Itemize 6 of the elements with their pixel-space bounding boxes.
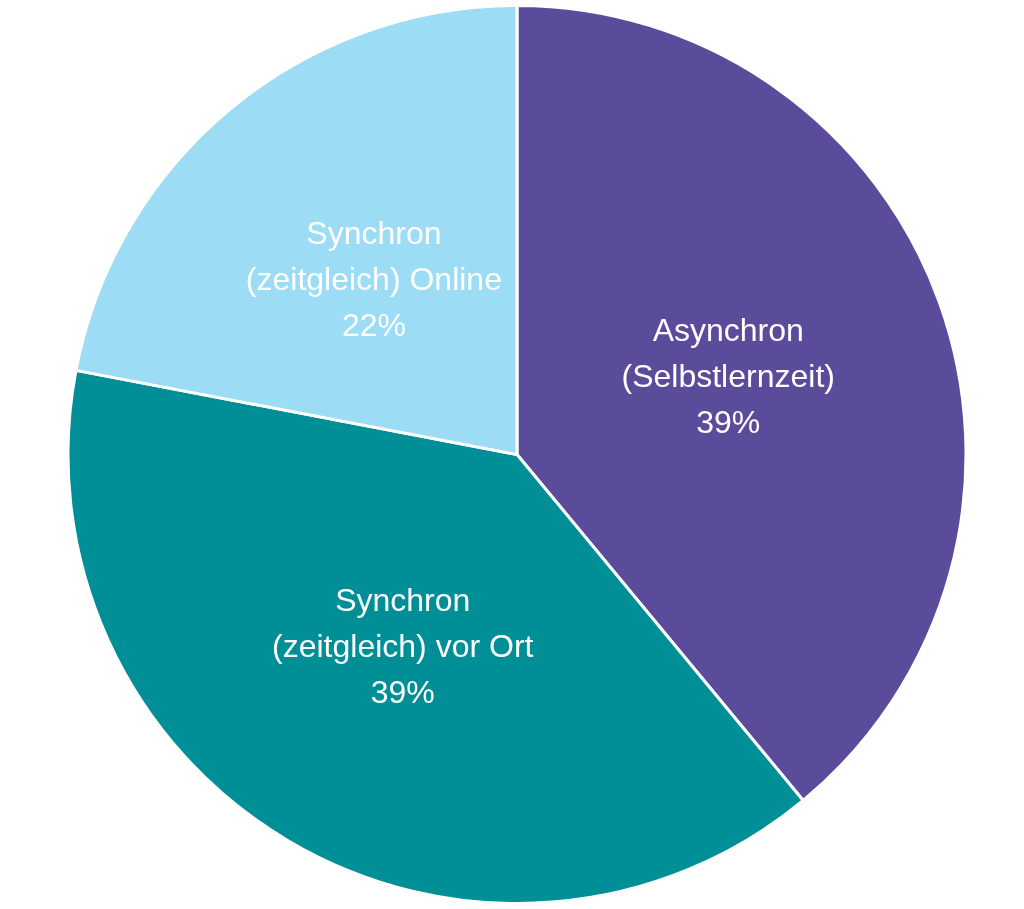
data-label: 22% <box>341 307 406 344</box>
data-label: 39% <box>696 404 761 441</box>
slice-label: Asynchron (Selbstlernzeit) <box>621 312 835 395</box>
slice-label: Synchron (zeitgleich) vor Ort <box>272 581 534 664</box>
data-label: 39% <box>370 673 435 710</box>
slice-label: Synchron (zeitgleich) Online <box>245 215 502 298</box>
